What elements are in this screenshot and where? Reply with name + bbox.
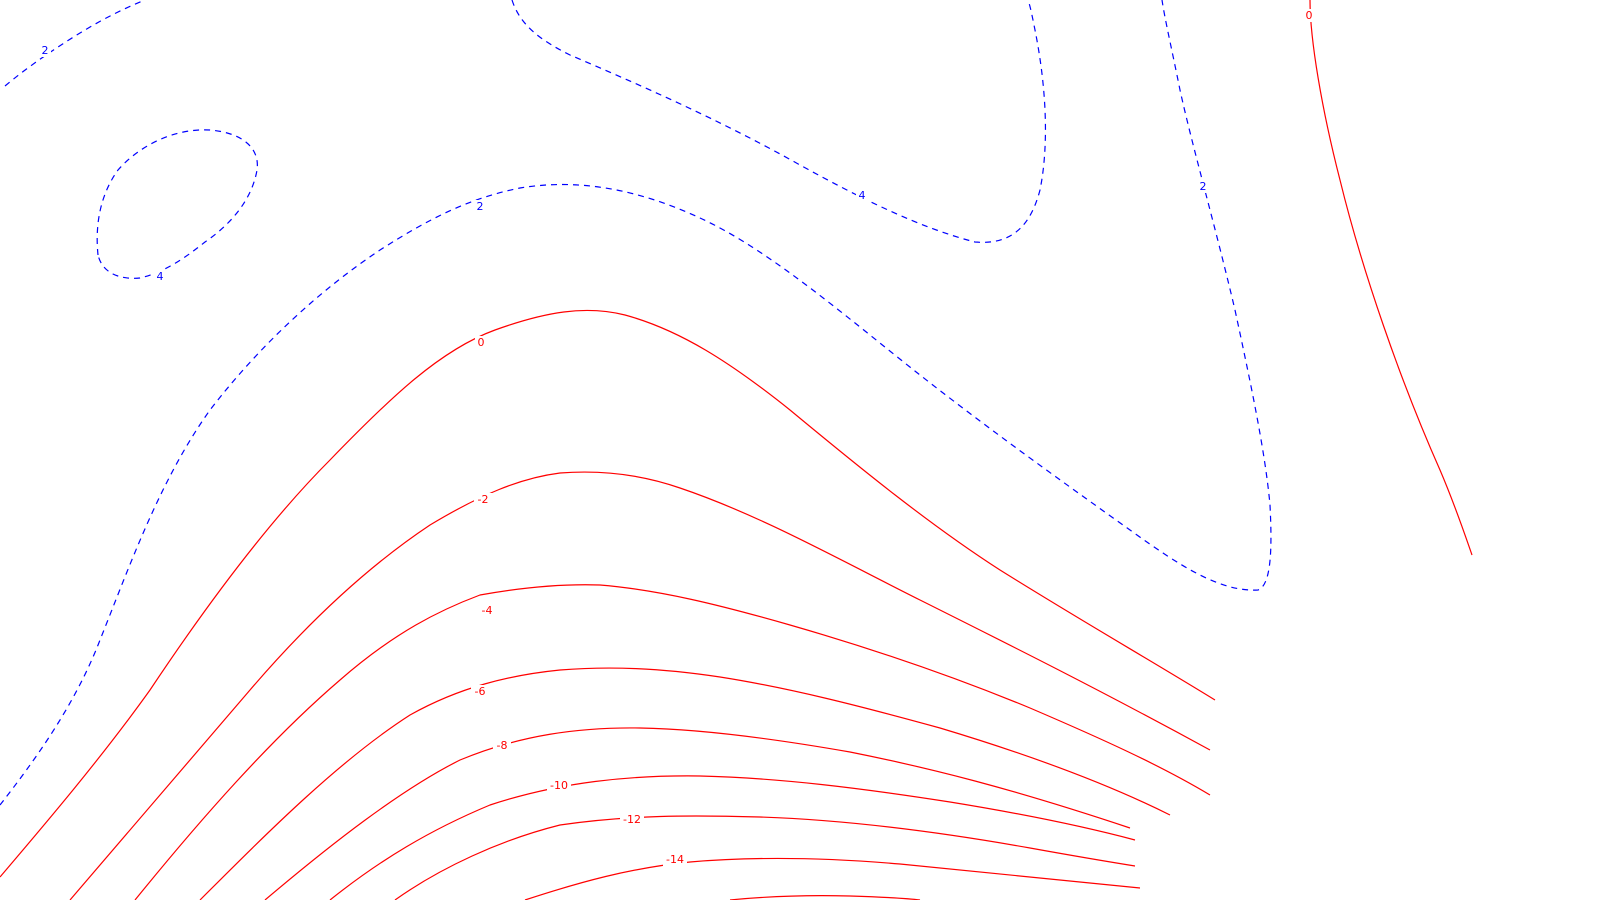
contour-label-text: 0 <box>1306 9 1313 22</box>
contour-line-n14 <box>524 857 1141 900</box>
contour-label-n8: -8 <box>493 739 511 752</box>
contour-label-text: -12 <box>623 813 641 826</box>
contour-label-text: 2 <box>477 200 484 213</box>
contour-label-text: -2 <box>478 493 489 506</box>
contour-line-n4 <box>134 584 1211 900</box>
contour-label-text: 4 <box>859 189 866 202</box>
contour-line-p2-middle <box>0 0 1272 806</box>
contour-label-n14: -14 <box>663 853 687 866</box>
contour-line-z-right <box>1309 0 1473 556</box>
contour-label-n2: -2 <box>474 493 492 506</box>
contour-label-text: 2 <box>42 44 49 57</box>
contour-line-n16 <box>729 895 921 900</box>
contour-label-text: -4 <box>482 604 493 617</box>
contour-line-n8 <box>264 727 1131 900</box>
contour-label-text: -14 <box>666 853 684 866</box>
contour-line-z-main <box>0 309 1216 878</box>
contour-label-text: 2 <box>1200 180 1207 193</box>
contour-line-p4-upper <box>511 0 1047 243</box>
contour-label-p2-topleft: 2 <box>39 44 51 57</box>
contour-label-p2-right: 2 <box>1197 180 1209 193</box>
contour-label-p4-loop: 4 <box>154 270 166 283</box>
contour-line-n2 <box>69 471 1211 900</box>
contour-label-text: 4 <box>157 270 164 283</box>
contour-line-p4-loop <box>96 129 258 279</box>
contour-label-p2-middle: 2 <box>474 200 486 213</box>
contour-label-p4-upper: 4 <box>856 189 868 202</box>
contour-line-n12 <box>394 815 1136 900</box>
contour-label-n6: -6 <box>471 685 489 698</box>
contour-label-n10: -10 <box>547 779 571 792</box>
contour-label-z-right: 0 <box>1303 9 1315 22</box>
contour-label-text: -6 <box>475 685 486 698</box>
contour-line-n6 <box>199 667 1171 900</box>
contour-line-p2-topleft <box>4 0 146 87</box>
contour-label-n4: -4 <box>478 604 496 617</box>
contour-label-n12: -12 <box>620 813 644 826</box>
contour-label-z-main: 0 <box>475 336 487 349</box>
contour-line-n10 <box>329 775 1136 900</box>
contour-label-text: -8 <box>497 739 508 752</box>
contour-label-text: -10 <box>550 779 568 792</box>
contour-label-text: 0 <box>478 336 485 349</box>
